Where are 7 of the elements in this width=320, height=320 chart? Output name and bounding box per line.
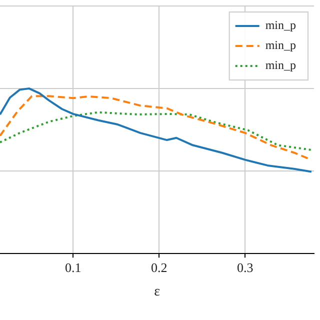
x-axis-title: ε xyxy=(154,284,160,300)
legend-label: min_p xyxy=(265,58,296,72)
x-tick-label: 0.2 xyxy=(151,260,168,275)
legend-label: min_p xyxy=(265,18,296,32)
legend-label: min_p xyxy=(265,38,296,52)
x-tick-label: 0.1 xyxy=(65,260,82,275)
x-tick-label: 0.3 xyxy=(237,260,254,275)
